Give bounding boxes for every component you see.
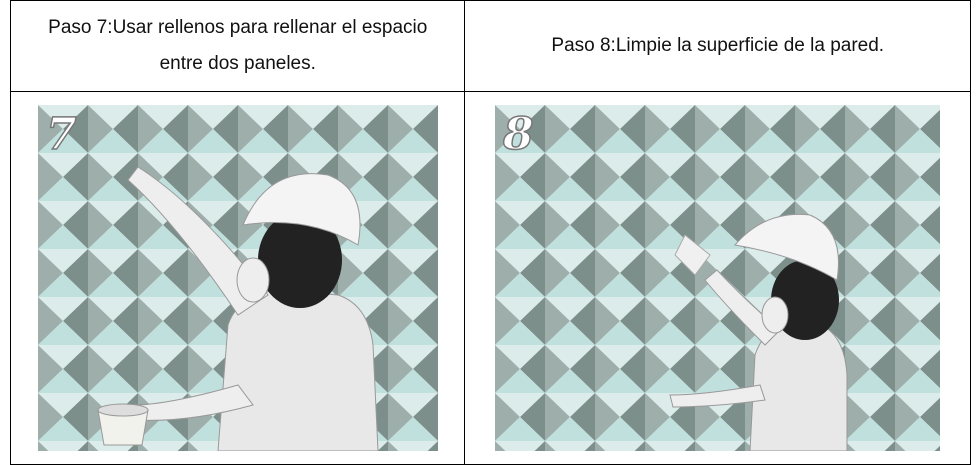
header-cell: Paso 8:Limpie la superficie de la pared. [464,0,971,92]
header-cell: Paso 7:Usar rellenos para rellenar el es… [9,0,466,92]
illustration: 8 [495,105,941,451]
illustration: 7 [37,105,438,451]
step-badge: 8 [502,109,534,160]
image-cell: 8 [464,91,971,465]
header-text: Paso 7:Usar rellenos para rellenar el es… [48,17,428,74]
image-cell: 7 [9,91,466,465]
header-text: Paso 8:Limpie la superficie de la pared. [551,35,885,56]
steps-table: Paso 7:Usar rellenos para rellenar el es… [9,0,971,465]
step-badge: 7 [46,109,77,160]
